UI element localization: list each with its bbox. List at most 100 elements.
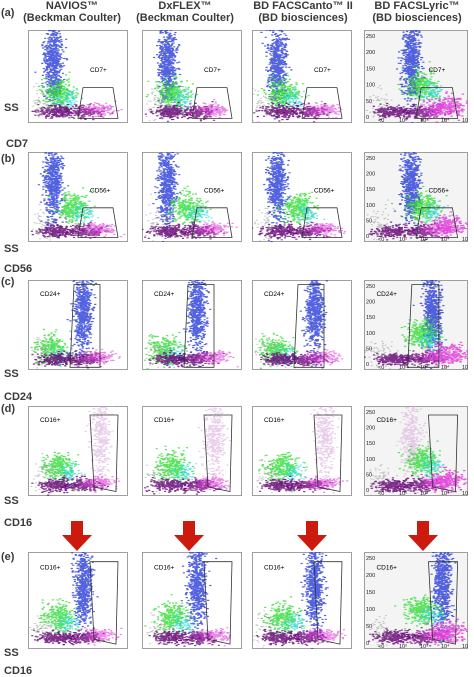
tick-label: 50 [366,472,372,478]
tick-label: 0 [366,234,369,240]
row-label-e: (e) [1,551,15,563]
gate-label: CD16+ [264,564,285,571]
gate-label: CD16+ [376,564,397,571]
tick-label: 50 [366,346,372,352]
tick-label: 10⁴ [441,236,450,242]
tick-label: 100 [366,457,375,463]
down-arrow-icon [174,521,204,551]
header-name: BD FACSLyric™ [374,0,460,12]
dot-plot-panel: CD56+ [142,152,242,242]
x-axis-label: CD56 [4,263,33,275]
gate-label: CD7+ [204,67,221,74]
y-axis-label: SS [4,243,19,255]
dot-plot-panel: CD7+ 0 50 100 150 200 250 <0 10² 10³ 10⁴ 10⁵ [364,30,468,123]
tick-label: 10⁴ [441,643,450,649]
header-dxflex: DxFLEX™ (Beckman Coulter) [130,0,240,24]
gate-label: CD16+ [40,564,61,571]
tick-label: 150 [366,315,375,321]
tick-label: <0 [378,644,384,649]
tick-label: 10³ [420,644,428,649]
x-axis-label: CD7 [6,138,29,150]
tick-label: 0 [366,362,369,368]
tick-label: 10³ [420,237,428,242]
tick-label: 10⁵ [462,364,468,370]
header-name: DxFLEX™ [158,0,212,12]
gate-label: CD7+ [90,67,107,74]
tick-label: 50 [366,218,372,224]
tick-label: 10² [399,118,407,123]
tick-label: 10³ [420,365,428,370]
tick-label: 10⁴ [441,364,450,370]
row-label-c: (c) [1,276,15,288]
tick-label: 250 [366,556,375,562]
gate-label: CD16+ [40,417,61,424]
tick-label: 200 [366,50,375,56]
tick-label: 0 [366,115,369,121]
y-axis-label: SS [4,368,19,380]
gate-label: CD16+ [376,417,397,424]
gate-label: CD16+ [154,564,175,571]
dot-plot-panel: CD56+ [28,152,128,242]
tick-label: 100 [366,83,375,89]
row-label-b: (b) [1,153,16,165]
dot-plot-panel: CD16+ 0 50 100 150 200 250 <0 10² 10³ 10⁴ 10⁵ [364,406,468,496]
dot-plot-panel: CD7+ [28,30,128,123]
tick-label: 10⁴ [441,117,450,123]
x-axis-label: CD16 [4,517,33,529]
tick-label: 150 [366,590,375,596]
header-maker: (Beckman Coulter) [136,12,234,24]
down-arrow-icon [62,521,92,551]
tick-label: 10³ [420,491,428,496]
tick-label: 10² [399,491,407,496]
dot-plot-panel: CD7+ [142,30,242,123]
dot-plot-panel: CD16+ [252,552,352,649]
header-facscanto: BD FACSCanto™ II (BD biosciences) [248,0,358,24]
gate-label: CD56+ [90,188,111,195]
tick-label: 100 [366,331,375,337]
header-navios: NAVIOS™ (Beckman Coulter) [22,0,122,24]
dot-plot-panel: CD16+ [142,406,242,496]
gate-label: CD56+ [204,188,225,195]
header-name: BD FACSCanto™ II [253,0,353,12]
header-maker: (BD biosciences) [258,12,348,24]
header-facslyric: BD FACSLyric™ (BD biosciences) [360,0,474,24]
tick-label: 10² [399,237,407,242]
gate-label: CD24+ [376,291,397,298]
dot-plot-panel: CD7+ [252,30,352,123]
gate-label: CD56+ [428,188,449,195]
tick-label: 250 [366,156,375,162]
gate-label: CD24+ [40,291,61,298]
tick-label: 10⁴ [441,490,450,496]
tick-label: 10² [399,644,407,649]
tick-label: 250 [366,284,375,290]
tick-label: 150 [366,441,375,447]
y-axis-label: SS [4,495,19,507]
x-axis-label: CD16 [4,665,33,677]
dot-plot-panel: CD56+ 0 50 100 150 200 250 <0 10² 10³ 10⁴ 10⁵ [364,152,468,242]
dot-plot-panel: CD16+ [28,552,128,649]
tick-label: 150 [366,66,375,72]
tick-label: 10⁵ [462,643,468,649]
dot-plot-panel: CD16+ 0 50 100 150 200 250 <0 10² 10³ 10⁴ 10⁵ [364,552,468,649]
header-maker: (BD biosciences) [372,12,462,24]
gate-label: CD56+ [314,188,335,195]
row-label-d: (d) [1,403,16,415]
tick-label: 0 [366,641,369,647]
tick-label: 0 [366,488,369,494]
tick-label: 50 [366,99,372,105]
dot-plot-panel: CD56+ [252,152,352,242]
tick-label: 150 [366,187,375,193]
dot-plot-panel: CD24+ [252,280,352,370]
tick-label: 250 [366,34,375,40]
tick-label: 50 [366,624,372,630]
dot-plot-panel: CD24+ 0 50 100 150 200 250 <0 10² 10³ 10⁴ 10⁵ [364,280,468,370]
y-axis-label: SS [4,102,19,114]
tick-label: 10⁵ [462,236,468,242]
down-arrow-icon [408,521,438,551]
gate-label: CD7+ [314,67,331,74]
dot-plot-panel: CD24+ [142,280,242,370]
tick-label: <0 [378,491,384,496]
gate-label: CD24+ [154,291,175,298]
dot-plot-panel: CD24+ [28,280,128,370]
tick-label: 200 [366,426,375,432]
